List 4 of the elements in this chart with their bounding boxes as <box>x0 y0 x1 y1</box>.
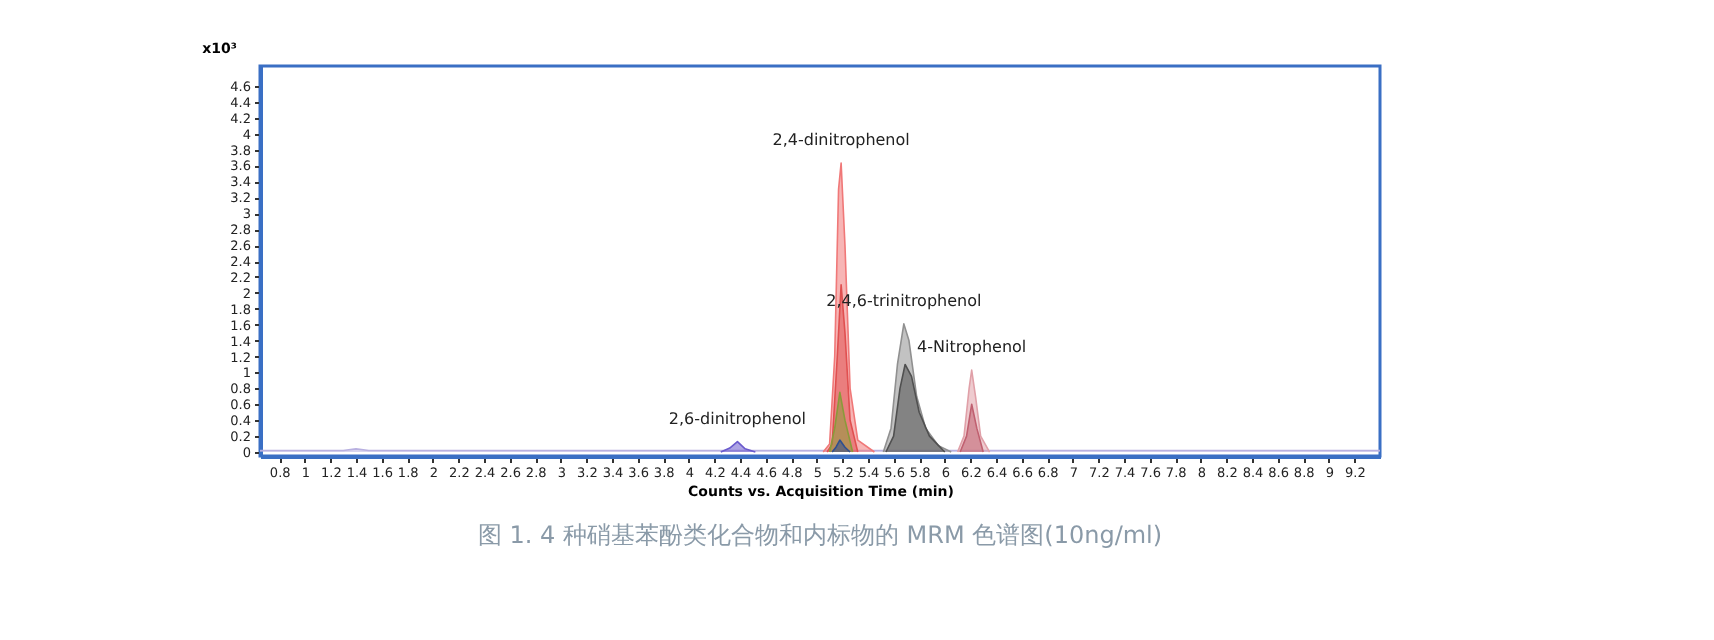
text: 图 1. 4 种硝基苯酚类化合物和内标物的 MRM 色谱图(10ng/ml) <box>477 521 1163 549</box>
annotation: 2,6-dinitrophenol <box>668 409 807 428</box>
annotation: 4-Nitrophenol <box>917 338 1027 357</box>
annotation: 2,4-dinitrophenol <box>772 131 910 150</box>
